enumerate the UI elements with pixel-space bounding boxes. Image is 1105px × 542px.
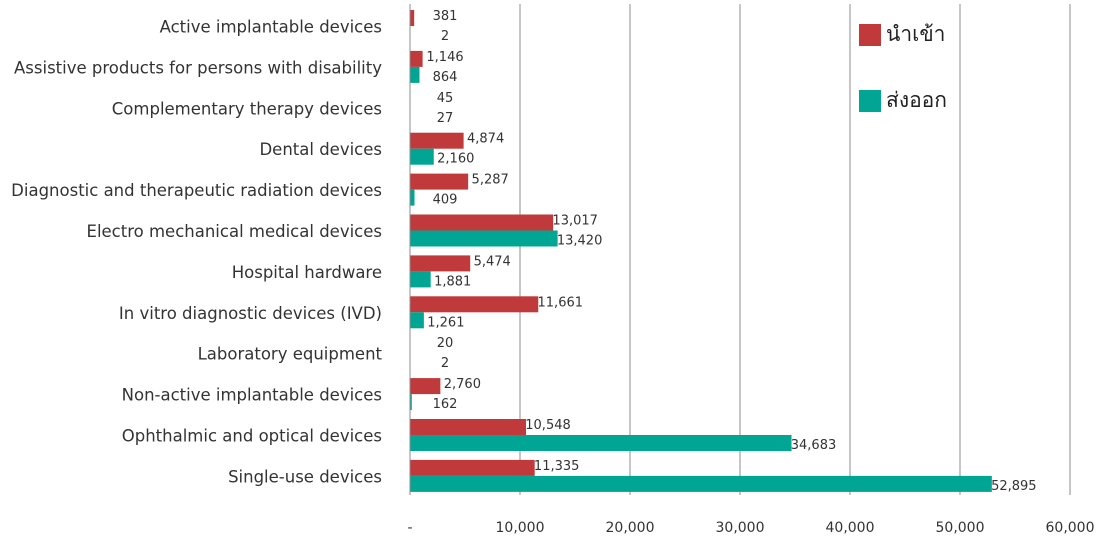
category-label: Single-use devices	[228, 467, 382, 486]
data-label: 34,683	[791, 438, 837, 453]
category-label: Dental devices	[259, 140, 382, 159]
category-label: Complementary therapy devices	[112, 99, 382, 118]
x-tick-label: 40,000	[826, 520, 875, 536]
data-label: 2	[441, 29, 449, 44]
data-label: 11,335	[534, 459, 580, 474]
bar-import	[410, 296, 538, 312]
data-label: 162	[433, 397, 458, 412]
x-tick-label: 60,000	[1046, 520, 1095, 536]
data-label: 381	[433, 9, 458, 24]
bar-import	[410, 174, 468, 190]
data-label: 2	[441, 356, 449, 371]
bar-export	[410, 67, 420, 83]
category-label: Assistive products for persons with disa…	[14, 58, 382, 77]
bar-import	[410, 255, 470, 271]
bar-import	[410, 460, 535, 476]
category-label: Hospital hardware	[232, 263, 382, 282]
bar-export	[410, 231, 558, 247]
legend: นำเข้าส่งออก	[859, 22, 947, 112]
bar-import	[410, 419, 526, 435]
bar-export	[410, 312, 424, 328]
data-label: 1,146	[426, 50, 463, 65]
data-label: 5,474	[474, 254, 511, 269]
data-label: 1,261	[427, 315, 464, 330]
data-label: 864	[433, 70, 458, 85]
data-label: 13,017	[552, 214, 598, 229]
data-label: 27	[437, 111, 454, 126]
data-label: 2,160	[437, 152, 474, 167]
data-label: 13,420	[557, 234, 603, 249]
bars	[410, 10, 992, 492]
data-label: 45	[437, 91, 454, 106]
bar-export	[410, 190, 414, 206]
legend-label: นำเข้า	[886, 22, 945, 46]
legend-label: ส่งออก	[886, 88, 947, 112]
gridlines	[520, 4, 1070, 495]
data-label: 409	[433, 193, 458, 208]
data-label: 20	[437, 336, 454, 351]
bar-export	[410, 271, 431, 287]
bar-export	[410, 435, 792, 451]
category-label: In vitro diagnostic devices (IVD)	[119, 304, 382, 323]
bar-import	[410, 51, 423, 67]
data-label: 5,287	[472, 173, 509, 188]
category-label: Laboratory equipment	[198, 345, 383, 364]
legend-swatch	[859, 90, 881, 112]
bar-export	[410, 149, 434, 165]
category-label: Ophthalmic and optical devices	[122, 426, 382, 445]
bar-import	[410, 378, 440, 394]
data-label: 4,874	[467, 132, 504, 147]
category-label: Diagnostic and therapeutic radiation dev…	[11, 181, 382, 200]
bar-export	[410, 476, 992, 492]
bar-import	[410, 215, 553, 231]
data-label: 11,661	[538, 295, 584, 310]
x-tick-label: 20,000	[606, 520, 655, 536]
category-label: Electro mechanical medical devices	[87, 222, 382, 241]
category-label: Active implantable devices	[160, 17, 382, 36]
legend-swatch	[859, 24, 881, 46]
x-tick-label: -	[407, 520, 412, 536]
data-label: 2,760	[444, 377, 481, 392]
category-label: Non-active implantable devices	[122, 386, 382, 405]
data-label: 52,895	[991, 479, 1037, 494]
x-tick-label: 30,000	[716, 520, 765, 536]
data-label: 1,881	[434, 274, 471, 289]
data-label: 10,548	[525, 418, 571, 433]
bar-import	[410, 10, 414, 26]
x-tick-label: 50,000	[936, 520, 985, 536]
bar-import	[410, 133, 464, 149]
x-tick-label: 10,000	[496, 520, 545, 536]
